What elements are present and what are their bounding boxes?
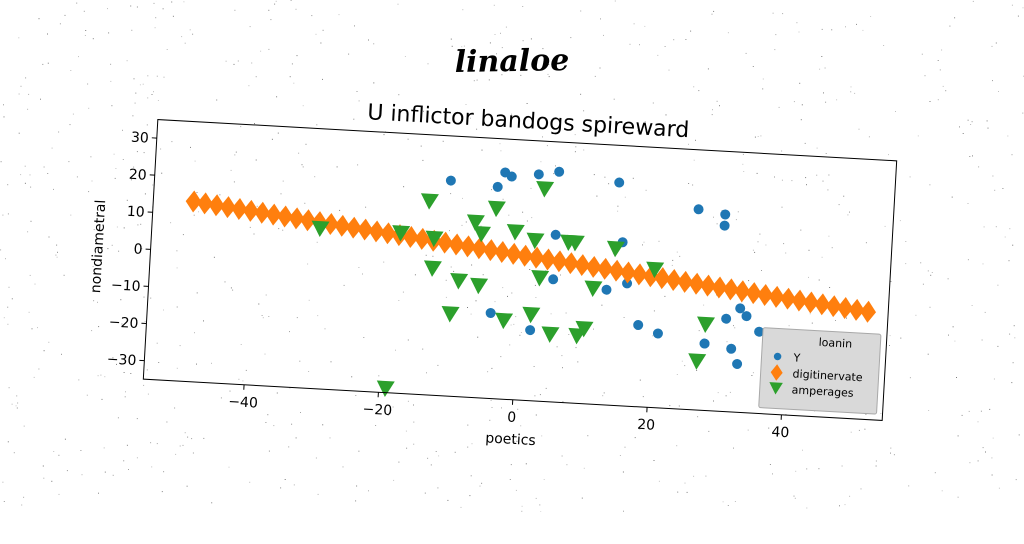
y-tick-label: −10 bbox=[111, 277, 141, 295]
series-amperages bbox=[302, 169, 722, 415]
Y-point bbox=[732, 359, 743, 370]
series-digitinervate bbox=[181, 190, 881, 323]
Y-point bbox=[693, 204, 704, 215]
x-tick-label: −20 bbox=[362, 401, 392, 419]
amperages-point bbox=[469, 278, 488, 295]
Y-point bbox=[653, 328, 664, 339]
y-axis-label: nondiametral bbox=[88, 199, 109, 293]
Y-point bbox=[446, 175, 457, 186]
Y-point bbox=[525, 325, 536, 336]
Y-point bbox=[721, 313, 732, 324]
y-tick-label: 20 bbox=[128, 167, 147, 184]
y-tick-label: −20 bbox=[108, 314, 138, 332]
amperages-point bbox=[535, 181, 554, 198]
amperages-point bbox=[526, 233, 545, 250]
amperages-point bbox=[530, 270, 549, 287]
Y-point bbox=[492, 182, 503, 193]
Y-point bbox=[699, 338, 710, 349]
legend-title: loanin bbox=[818, 336, 852, 351]
y-tick-label: −30 bbox=[106, 352, 136, 370]
Y-point bbox=[633, 320, 644, 331]
x-tick-label: −40 bbox=[228, 394, 258, 412]
y-tick-label: 10 bbox=[126, 204, 145, 221]
Y-point bbox=[601, 284, 612, 295]
amperages-point bbox=[487, 201, 506, 218]
amperages-point bbox=[687, 353, 706, 370]
amperages-point bbox=[522, 307, 541, 324]
digitinervate-point bbox=[859, 300, 876, 323]
Y-point bbox=[550, 230, 561, 241]
amperages-point bbox=[423, 260, 442, 277]
legend-label-Y: Y bbox=[792, 351, 801, 364]
y-tick-label: 30 bbox=[131, 130, 150, 147]
amperages-point bbox=[584, 280, 603, 297]
amperages-point bbox=[420, 193, 439, 210]
Y-point bbox=[554, 166, 565, 177]
chart-title: U inflictor bandogs spireward bbox=[367, 100, 690, 143]
x-tick-label: 0 bbox=[507, 410, 517, 426]
amperages-point bbox=[606, 241, 625, 258]
x-axis-label: poetics bbox=[485, 430, 536, 449]
amperages-point bbox=[441, 306, 460, 323]
amperages-point bbox=[449, 273, 468, 290]
amperages-point bbox=[494, 313, 513, 330]
amperages-point bbox=[506, 224, 525, 241]
amperages-point bbox=[541, 326, 560, 343]
x-tick-label: 20 bbox=[637, 417, 656, 434]
amperages-point bbox=[472, 226, 491, 243]
Y-point bbox=[720, 209, 731, 220]
Y-point bbox=[548, 274, 559, 285]
x-tick-label: 40 bbox=[771, 424, 790, 441]
Y-point bbox=[614, 177, 625, 188]
Y-point bbox=[719, 220, 730, 231]
Y-point bbox=[726, 343, 737, 354]
Y-point bbox=[534, 169, 545, 180]
Y-point bbox=[485, 308, 496, 319]
y-tick-label: 0 bbox=[133, 241, 143, 257]
amperages-point bbox=[696, 317, 715, 334]
